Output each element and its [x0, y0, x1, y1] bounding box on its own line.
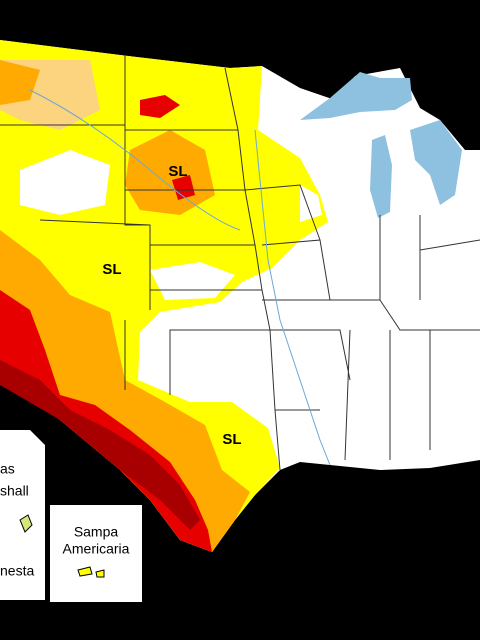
- island: [77, 566, 105, 578]
- lake: [410, 120, 462, 205]
- drought-severe: [140, 95, 180, 118]
- state-borders: [0, 55, 480, 471]
- inset-text: Americaria: [63, 541, 130, 557]
- inset-box: [0, 430, 45, 600]
- inset-text: shall: [0, 483, 29, 499]
- unaffected-patch: [300, 185, 322, 222]
- lake: [370, 135, 392, 218]
- map-label: SL: [222, 431, 241, 448]
- inset-text: as: [0, 461, 15, 477]
- drought-moderate: [0, 230, 250, 552]
- inset-text: nesta: [0, 563, 34, 579]
- drought-extreme: [0, 360, 200, 530]
- map-label: SL: [168, 163, 187, 180]
- river: [254, 129, 331, 466]
- inset-box: [50, 505, 142, 602]
- map-label: SL: [102, 261, 121, 278]
- river: [29, 89, 241, 231]
- unaffected-patch: [20, 150, 110, 215]
- drought-moderate: [0, 60, 40, 105]
- island: [19, 514, 33, 533]
- inset-text: Sampa: [74, 524, 119, 540]
- lake: [300, 72, 412, 120]
- drought-severe: [172, 175, 195, 200]
